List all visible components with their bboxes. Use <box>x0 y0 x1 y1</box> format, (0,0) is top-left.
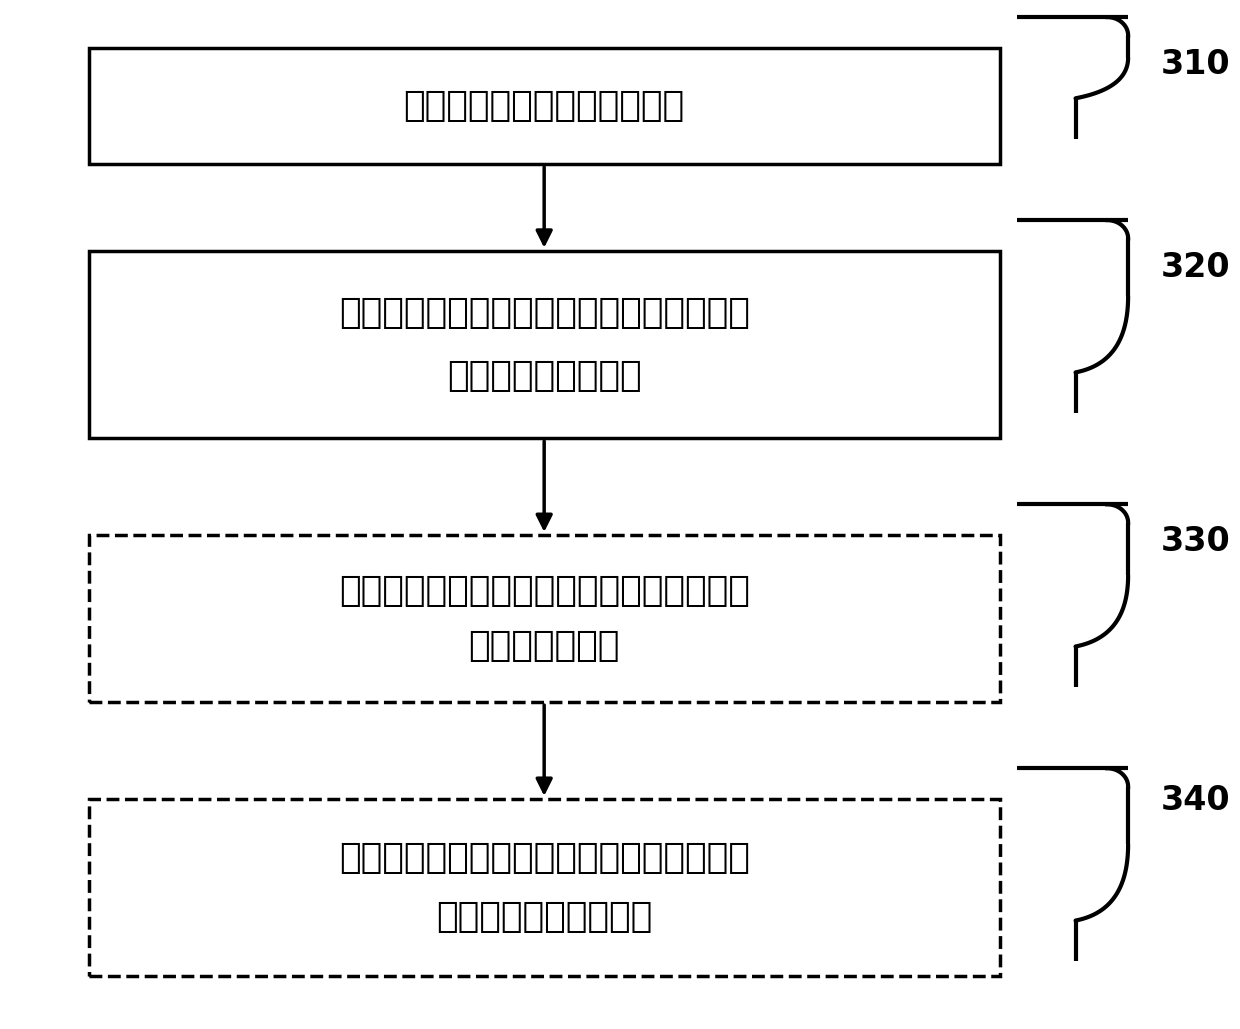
Text: 元的连接关系和长度: 元的连接关系和长度 <box>446 359 641 393</box>
FancyBboxPatch shape <box>89 47 999 165</box>
Text: 遍历进路数据表中的每条进路: 遍历进路数据表中的每条进路 <box>403 88 684 122</box>
Text: 道单元之间的偏移距离: 道单元之间的偏移距离 <box>436 900 652 934</box>
Text: 确定每条进路中无岔轨道单元和道岔轨道单: 确定每条进路中无岔轨道单元和道岔轨道单 <box>339 296 750 330</box>
Text: 340: 340 <box>1161 783 1230 816</box>
Text: 310: 310 <box>1161 47 1230 80</box>
FancyBboxPatch shape <box>89 535 999 703</box>
FancyBboxPatch shape <box>89 251 999 438</box>
Text: 对应的轨道单元: 对应的轨道单元 <box>469 630 620 664</box>
Text: 计算信号机、应答器组和绝缘节与对应的轨: 计算信号机、应答器组和绝缘节与对应的轨 <box>339 841 750 875</box>
Text: 320: 320 <box>1161 251 1230 284</box>
Text: 330: 330 <box>1161 525 1230 558</box>
Text: 确定每条进路的信号机、应答器组和绝缘节: 确定每条进路的信号机、应答器组和绝缘节 <box>339 573 750 608</box>
FancyBboxPatch shape <box>89 799 999 977</box>
